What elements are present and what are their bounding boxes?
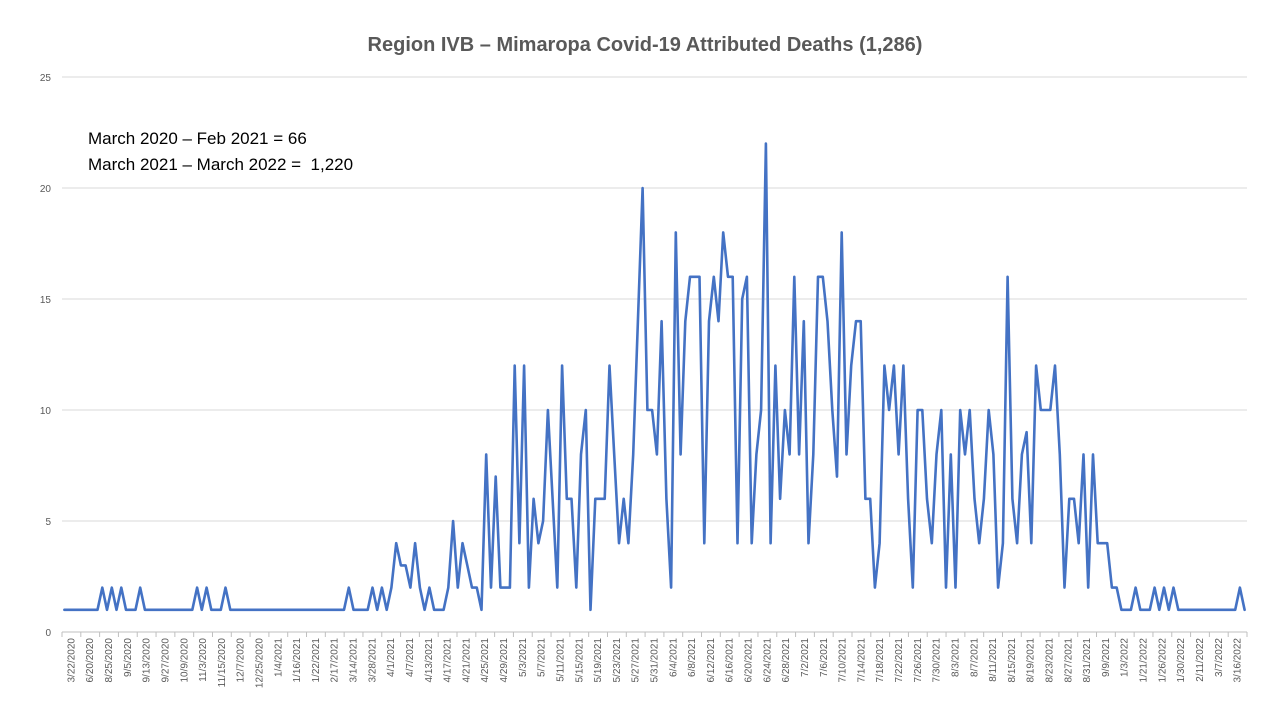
x-tick-label: 8/31/2021 bbox=[1082, 638, 1093, 683]
x-tick-label: 2/11/2022 bbox=[1195, 638, 1206, 682]
y-tick-label: 0 bbox=[45, 628, 51, 639]
x-tick-label: 7/6/2021 bbox=[819, 638, 830, 677]
x-tick-label: 4/21/2021 bbox=[461, 638, 472, 683]
x-tick-label: 11/15/2020 bbox=[217, 638, 228, 688]
x-tick-label: 2/17/2021 bbox=[330, 638, 341, 683]
x-tick-label: 5/3/2021 bbox=[518, 638, 529, 677]
x-tick-label: 8/27/2021 bbox=[1063, 638, 1074, 683]
x-tick-label: 7/14/2021 bbox=[856, 638, 867, 683]
x-tick-label: 6/16/2021 bbox=[725, 638, 736, 683]
x-tick-label: 1/22/2021 bbox=[311, 638, 322, 683]
x-tick-label: 6/12/2021 bbox=[706, 638, 717, 683]
x-tick-label: 1/16/2021 bbox=[292, 638, 303, 683]
x-tick-label: 7/2/2021 bbox=[800, 638, 811, 677]
x-tick-label: 5/19/2021 bbox=[593, 638, 604, 683]
annotation-second-period: March 2021 – March 2022 = 1,220 bbox=[88, 155, 354, 174]
x-tick-label: 12/7/2020 bbox=[236, 638, 247, 683]
y-tick-label: 10 bbox=[40, 406, 52, 417]
series-line bbox=[63, 142, 1246, 612]
x-tick-label: 5/31/2021 bbox=[650, 638, 661, 683]
x-tick-label: 8/3/2021 bbox=[950, 638, 961, 677]
x-tick-label: 5/15/2021 bbox=[574, 638, 585, 683]
x-tick-label: 6/8/2021 bbox=[687, 638, 698, 677]
x-tick-label: 5/11/2021 bbox=[555, 638, 566, 682]
x-tick-label: 8/23/2021 bbox=[1045, 638, 1056, 683]
x-axis-ticks: 3/22/2020 6/20/2020 8/25/2020 9/5/2020 9/13/… bbox=[61, 632, 1248, 688]
x-tick-label: 6/20/2021 bbox=[744, 638, 755, 683]
x-tick-label: 6/28/2021 bbox=[781, 638, 792, 683]
x-tick-label: 8/7/2021 bbox=[969, 638, 980, 677]
x-tick-label: 8/19/2021 bbox=[1026, 638, 1037, 683]
x-tick-label: 1/30/2022 bbox=[1176, 638, 1187, 683]
x-tick-label: 3/22/2020 bbox=[66, 638, 77, 683]
x-tick-label: 9/9/2021 bbox=[1101, 638, 1112, 677]
y-tick-label: 5 bbox=[45, 517, 51, 528]
x-tick-label: 5/27/2021 bbox=[631, 638, 642, 683]
x-tick-label: 4/29/2021 bbox=[499, 638, 510, 683]
y-tick-label: 20 bbox=[40, 184, 52, 195]
x-tick-label: 4/25/2021 bbox=[480, 638, 491, 683]
series-deaths bbox=[63, 142, 1246, 612]
x-tick-label: 6/20/2020 bbox=[85, 638, 96, 683]
x-tick-label: 11/3/2020 bbox=[198, 638, 209, 682]
x-tick-label: 7/26/2021 bbox=[913, 638, 924, 683]
x-tick-label: 5/7/2021 bbox=[537, 638, 548, 677]
x-tick-label: 10/9/2020 bbox=[179, 638, 190, 683]
x-tick-label: 1/4/2021 bbox=[273, 638, 284, 677]
y-tick-label: 25 bbox=[40, 73, 52, 84]
x-tick-label: 4/17/2021 bbox=[443, 638, 454, 683]
x-tick-label: 8/25/2020 bbox=[104, 638, 115, 683]
x-tick-label: 3/7/2022 bbox=[1214, 638, 1225, 677]
x-tick-label: 8/15/2021 bbox=[1007, 638, 1018, 683]
x-tick-label: 6/24/2021 bbox=[762, 638, 773, 683]
x-tick-label: 1/3/2022 bbox=[1120, 638, 1131, 677]
x-tick-label: 8/11/2021 bbox=[988, 638, 999, 682]
x-tick-label: 7/22/2021 bbox=[894, 638, 905, 683]
x-tick-label: 4/1/2021 bbox=[386, 638, 397, 677]
x-tick-label: 3/16/2022 bbox=[1233, 638, 1244, 683]
x-tick-label: 9/13/2020 bbox=[142, 638, 153, 683]
y-tick-label: 15 bbox=[40, 295, 52, 306]
x-tick-label: 7/30/2021 bbox=[932, 638, 943, 683]
chart-title: Region IVB – Mimaropa Covid-19 Attribute… bbox=[367, 34, 923, 56]
x-tick-label: 3/28/2021 bbox=[367, 638, 378, 683]
annotation-first-period: March 2020 – Feb 2021 = 66 bbox=[88, 129, 307, 148]
x-tick-label: 4/7/2021 bbox=[405, 638, 416, 677]
x-tick-label: 7/18/2021 bbox=[875, 638, 886, 683]
x-tick-label: 1/26/2022 bbox=[1157, 638, 1168, 683]
x-tick-label: 9/5/2020 bbox=[123, 638, 134, 677]
x-tick-label: 1/21/2022 bbox=[1139, 638, 1150, 683]
x-tick-label: 4/13/2021 bbox=[424, 638, 435, 683]
gridlines bbox=[62, 76, 1247, 633]
x-tick-label: 7/10/2021 bbox=[838, 638, 849, 683]
y-axis-ticks: 0 5 10 15 20 25 bbox=[40, 73, 52, 639]
x-tick-label: 12/25/2020 bbox=[255, 638, 266, 688]
x-tick-label: 6/4/2021 bbox=[668, 638, 679, 677]
x-tick-label: 5/23/2021 bbox=[612, 638, 623, 683]
x-tick-label: 3/14/2021 bbox=[349, 638, 360, 683]
x-tick-label: 9/27/2020 bbox=[160, 638, 171, 683]
